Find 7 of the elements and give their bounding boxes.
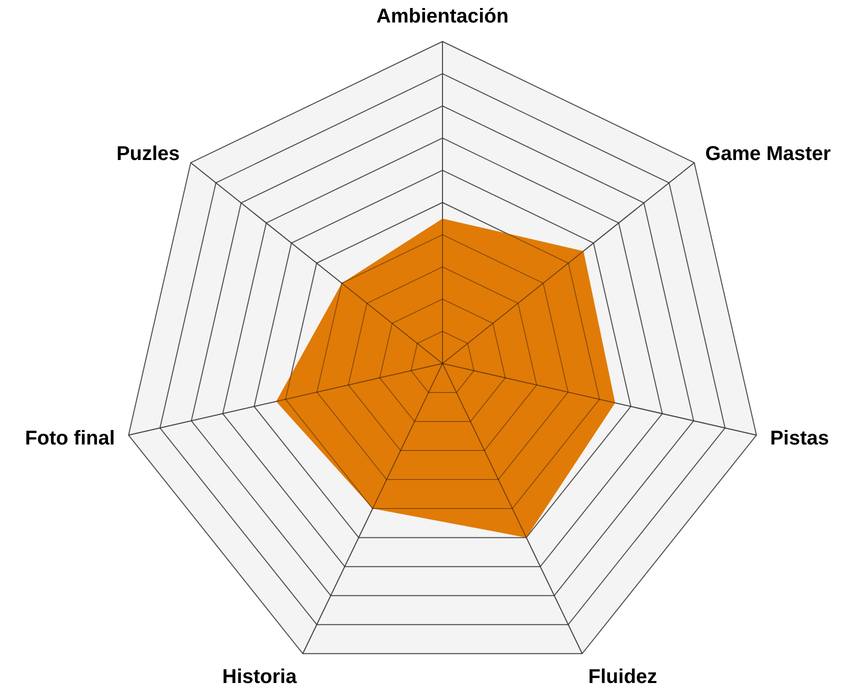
spoke-label: Historia	[222, 666, 298, 688]
spoke-label: Ambientación	[376, 6, 509, 28]
spoke-label: Foto final	[24, 427, 115, 450]
spoke-label: Pistas	[770, 427, 830, 450]
spoke-label: Fluidez	[588, 666, 658, 688]
spoke-label: Puzles	[116, 143, 180, 166]
spoke-label: Game Master	[705, 143, 832, 166]
